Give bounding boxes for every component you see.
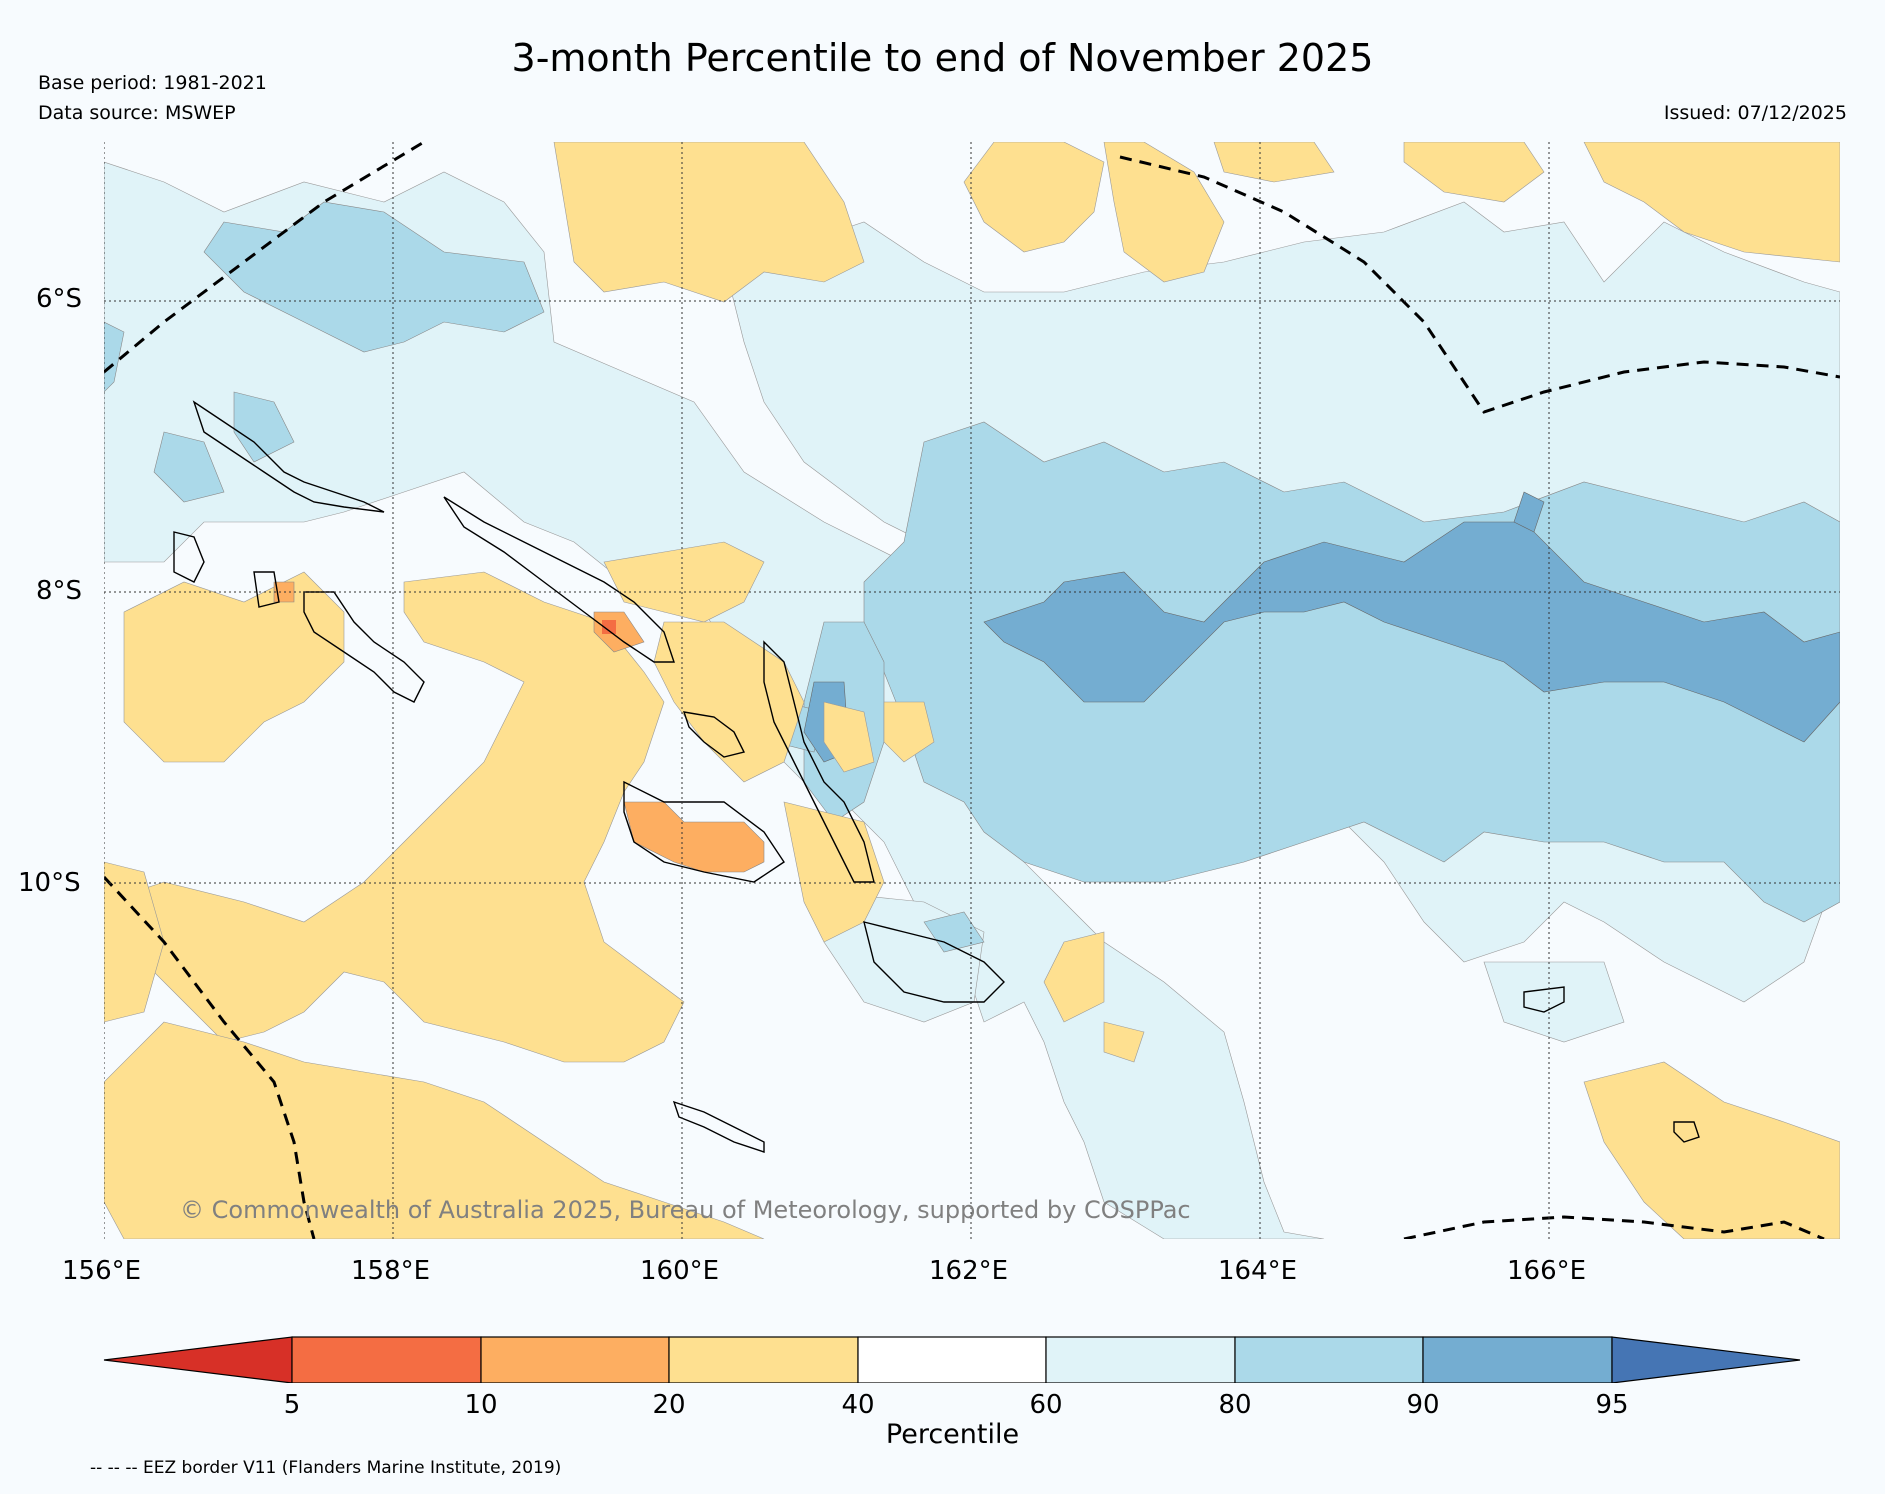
colorbar-tick: 80	[1218, 1390, 1252, 1420]
issued-date: Issued: 07/12/2025	[1663, 102, 1847, 124]
lat-label-8s: 8°S	[36, 576, 83, 606]
lon-label-160e: 160°E	[640, 1256, 720, 1286]
eez-legend-note: -- -- -- EEZ border V11 (Flanders Marine…	[90, 1458, 562, 1478]
base-period: Base period: 1981-2021	[38, 72, 267, 94]
colorbar-tick: 60	[1029, 1390, 1063, 1420]
colorbar-segment-5	[1045, 1336, 1236, 1383]
percentile-map	[104, 142, 1840, 1239]
colorbar-tick: 10	[464, 1390, 498, 1420]
lon-label-164e: 164°E	[1218, 1256, 1298, 1286]
eez-borders	[104, 142, 1840, 1239]
colorbar-segment-0	[103, 1336, 293, 1383]
data-source: Data source: MSWEP	[38, 102, 236, 124]
colorbar-tick: 90	[1406, 1390, 1440, 1420]
colorbar-tick: 40	[841, 1390, 875, 1420]
colorbar-tick: 95	[1595, 1390, 1629, 1420]
band-20-40	[104, 142, 1840, 1239]
copyright-notice: © Commonwealth of Australia 2025, Bureau…	[180, 1196, 1191, 1224]
map-title: 3-month Percentile to end of November 20…	[511, 36, 1374, 80]
colorbar-segment-1	[291, 1336, 482, 1383]
colorbar-segment-2	[480, 1336, 670, 1383]
lon-label-158e: 158°E	[351, 1256, 431, 1286]
lon-label-166e: 166°E	[1507, 1256, 1587, 1286]
colorbar-label: Percentile	[885, 1419, 1020, 1450]
colorbar-segment-4	[857, 1336, 1047, 1383]
colorbar-tick: 5	[283, 1390, 301, 1420]
lon-label-162e: 162°E	[929, 1256, 1009, 1286]
colorbar-segment-8	[1611, 1336, 1801, 1383]
band-5-10	[602, 620, 616, 634]
colorbar-segment-7	[1422, 1336, 1613, 1383]
colorbar	[103, 1336, 1801, 1383]
lat-label-6s: 6°S	[36, 284, 83, 314]
gridlines	[104, 142, 1840, 1239]
lon-label-156e: 156°E	[62, 1256, 142, 1286]
coastlines	[173, 400, 1700, 1153]
colorbar-tick: 20	[652, 1390, 686, 1420]
lat-label-10s: 10°S	[18, 868, 81, 898]
colorbar-segment-3	[668, 1336, 859, 1383]
colorbar-segment-6	[1234, 1336, 1424, 1383]
